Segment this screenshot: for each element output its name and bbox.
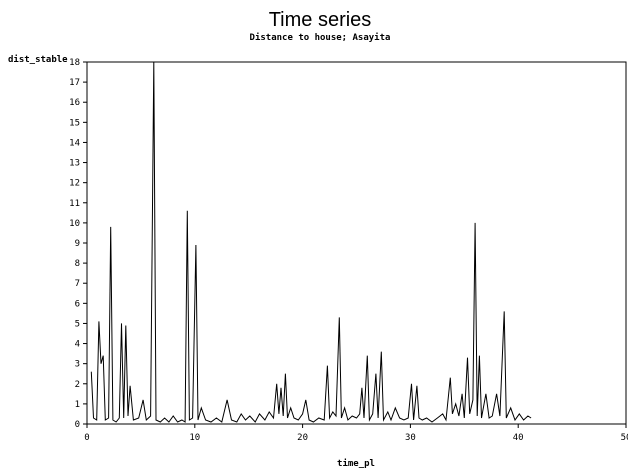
y-tick-label: 10 [69, 219, 80, 229]
series-line [90, 61, 532, 423]
y-axis-label: dist_stable [8, 54, 68, 65]
y-tick-label: 1 [75, 400, 80, 410]
y-tick-label: 15 [69, 118, 80, 128]
y-tick-label: 5 [75, 319, 80, 329]
y-tick-label: 9 [75, 239, 80, 249]
y-tick-label: 8 [75, 259, 80, 269]
y-tick-label: 13 [69, 159, 80, 169]
x-tick-label: 0 [84, 433, 89, 443]
y-tick-label: 11 [69, 199, 80, 209]
y-tick-label: 7 [75, 279, 80, 289]
y-tick-label: 17 [69, 78, 80, 88]
y-tick-label: 12 [69, 179, 80, 189]
x-tick-label: 50 [621, 433, 628, 443]
chart-subtitle: Distance to house; Asayita [250, 32, 391, 43]
x-tick-label: 10 [189, 433, 200, 443]
x-axis-label: time_pl [337, 458, 375, 469]
plot-frame [86, 61, 627, 425]
y-tick-label: 14 [69, 138, 80, 148]
y-tick-label: 2 [75, 380, 80, 390]
x-tick-label: 40 [513, 433, 524, 443]
x-tick-label: 20 [297, 433, 308, 443]
x-tick-label: 30 [405, 433, 416, 443]
y-tick-label: 18 [69, 58, 80, 68]
y-tick-label: 4 [75, 340, 80, 350]
chart-title: Time series [269, 9, 372, 31]
y-tick-label: 6 [75, 299, 80, 309]
x-axis-ticks: 0 10 20 30 40 50 [84, 424, 628, 443]
y-tick-label: 3 [75, 360, 80, 370]
y-tick-label: 16 [69, 98, 80, 108]
y-tick-label: 0 [75, 420, 80, 430]
